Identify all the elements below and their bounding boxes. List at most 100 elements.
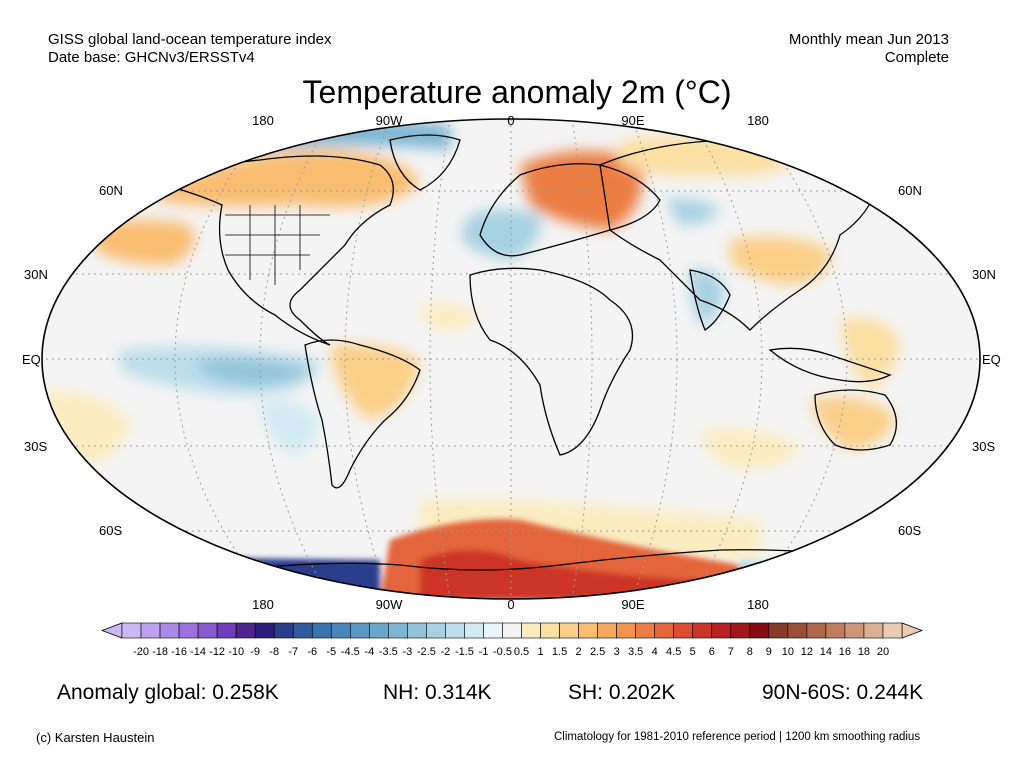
colorbar-swatch — [140, 622, 161, 639]
colorbar-swatch — [540, 622, 560, 639]
lat-label-right-60n: 60N — [898, 183, 922, 198]
lon-label-top-180-east: 180 — [747, 113, 769, 128]
lon-label-bottom-90w: 90W — [376, 597, 403, 612]
colorbar-swatch — [426, 622, 446, 639]
colorbar-tick-label: 1 — [537, 646, 543, 658]
colorbar-tick-label: -16 — [171, 646, 187, 658]
colorbar-tick-label: 10 — [782, 646, 794, 658]
lon-label-bottom-180-east: 180 — [747, 597, 769, 612]
colorbar-swatch — [844, 622, 865, 639]
colorbar-tick-label: -2.5 — [417, 646, 436, 658]
lat-label-left-60n: 60N — [99, 183, 123, 198]
lat-label-right-30s: 30S — [972, 439, 995, 454]
lon-label-bottom-0: 0 — [507, 597, 514, 612]
lat-label-left-eq: EQ — [22, 352, 41, 367]
colorbar-swatch — [711, 622, 732, 639]
anomaly-patch-brazil-warm — [330, 344, 420, 420]
colorbar-tick-label: -0.5 — [493, 646, 512, 658]
colorbar-tick-label: -14 — [190, 646, 206, 658]
anomaly-patch-australia-warm — [810, 397, 895, 450]
colorbar-tick-label: 18 — [858, 646, 870, 658]
lon-label-top-90w: 90W — [376, 113, 403, 128]
colorbar-tick-label: -1 — [479, 646, 489, 658]
colorbar-swatch — [292, 622, 313, 639]
colorbar-tick-label: -12 — [209, 646, 225, 658]
colorbar-swatch — [483, 622, 503, 639]
colorbar-swatch — [616, 622, 636, 639]
colorbar-swatch — [464, 622, 484, 639]
colorbar-tick-label: -3.5 — [379, 646, 398, 658]
colorbar-swatch — [159, 622, 180, 639]
colorbar-swatch — [216, 622, 237, 639]
colorbar-tick-label: 3 — [614, 646, 620, 658]
colorbar-swatch — [730, 622, 751, 639]
coast-south-america — [304, 339, 421, 489]
colorbar-tick-label: 0.5 — [514, 646, 529, 658]
colorbar-swatch — [806, 622, 827, 639]
anomaly-patch-north-pacific-warm — [95, 220, 195, 265]
colorbar-swatch — [825, 622, 846, 639]
graticule — [42, 119, 980, 599]
colorbar-tick-label: 5 — [690, 646, 696, 658]
colorbar-swatch — [388, 622, 408, 639]
colorbar-tick-label: 20 — [877, 646, 889, 658]
colorbar-swatch — [197, 622, 218, 639]
colorbar-tick-label: -5 — [326, 646, 336, 658]
colorbar-swatch — [407, 622, 427, 639]
coast-usa-states — [225, 205, 330, 285]
colorbar-swatch — [369, 622, 389, 639]
colorbar-tick-label: 7 — [728, 646, 734, 658]
anomaly-patch-scandinavia-warm — [520, 151, 642, 230]
colorbar-tick-label: 14 — [820, 646, 832, 658]
colorbar-tick-label: 4.5 — [666, 646, 681, 658]
colorbar-tick-label: 8 — [747, 646, 753, 658]
lat-label-right-eq: EQ — [982, 352, 1001, 367]
coast-se-asia-islands — [768, 347, 892, 383]
colorbar-swatch — [121, 622, 142, 639]
period-label: Monthly mean Jun 2013 — [788, 31, 949, 48]
colorbar-swatch — [597, 622, 617, 639]
colorbar-swatch — [559, 622, 579, 639]
colorbar-swatch — [273, 622, 294, 639]
data-base-label: Date base: GHCNv3/ERSSTv4 — [48, 49, 255, 66]
lat-label-left-60s: 60S — [99, 523, 122, 538]
colorbar-tick-label: 2 — [576, 646, 582, 658]
colorbar-tick-label: 16 — [839, 646, 851, 658]
lon-label-bottom-90e: 90E — [621, 597, 644, 612]
coast-europe — [479, 163, 661, 257]
colorbar-tick-label: -8 — [269, 646, 279, 658]
colorbar-tick-label: 3.5 — [628, 646, 643, 658]
colorbar-tick-label: -4 — [364, 646, 374, 658]
anomaly-patch-west-pacific-warm — [840, 317, 900, 390]
colorbar-swatch — [692, 622, 713, 639]
colorbar-tick-label: 6 — [709, 646, 715, 658]
colorbar-swatch — [768, 622, 789, 639]
coast-india — [689, 269, 731, 331]
colorbar-swatch — [235, 622, 256, 639]
colorbar-tick-label: -3 — [402, 646, 412, 658]
colorbar-swatch — [787, 622, 808, 639]
colorbar-tick-label: -6 — [307, 646, 317, 658]
lon-label-top-180-west: 180 — [252, 113, 274, 128]
colorbar-swatch — [578, 622, 598, 639]
lat-label-left-30s: 30S — [24, 439, 47, 454]
colorbar-tick-label: -18 — [152, 646, 168, 658]
anomaly-patch-central-asia-cool — [665, 198, 720, 225]
colorbar-tick-label: 9 — [766, 646, 772, 658]
colorbar-swatch — [521, 622, 541, 639]
colorbar-max-arrow — [901, 622, 924, 639]
coast-greenland — [389, 134, 461, 191]
colorbar-swatch — [749, 622, 770, 639]
lat-label-right-30n: 30N — [972, 267, 996, 282]
anomaly-patch-pacific-cool-core — [200, 358, 310, 385]
colorbar-tick-label: -20 — [133, 646, 149, 658]
colorbar-swatch — [502, 622, 522, 639]
lon-label-bottom-180-west: 180 — [252, 597, 274, 612]
colorbar-swatch — [635, 622, 655, 639]
anomaly-patch-antarctic-warm-core — [420, 550, 700, 599]
colorbar-tick-label: -1.5 — [455, 646, 474, 658]
credit-text: (c) Karsten Haustein — [36, 730, 155, 745]
colorbar-swatch — [445, 622, 465, 639]
